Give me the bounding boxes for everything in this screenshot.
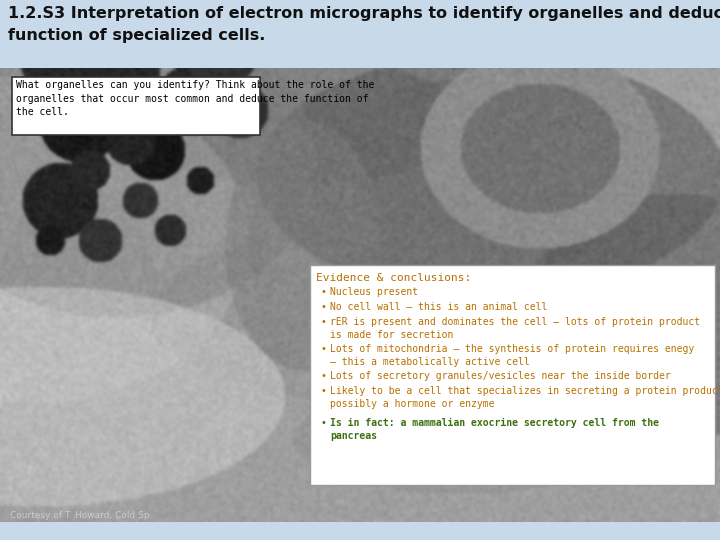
Text: •: • [320,371,326,381]
Text: •: • [320,386,326,396]
Text: Courtesy of T. Howard, Cold Sp: Courtesy of T. Howard, Cold Sp [10,511,150,520]
Text: Lots of secretory granules/vesicles near the inside border: Lots of secretory granules/vesicles near… [330,371,671,381]
FancyBboxPatch shape [0,0,720,68]
FancyBboxPatch shape [12,77,260,135]
Text: Nucleus present: Nucleus present [330,287,418,297]
Text: rER is present and dominates the cell – lots of protein product
is made for secr: rER is present and dominates the cell – … [330,317,700,340]
Text: Evidence & conclusions:: Evidence & conclusions: [316,273,472,283]
Text: function of specialized cells.: function of specialized cells. [8,28,266,43]
Text: •: • [320,287,326,297]
Text: No cell wall – this is an animal cell: No cell wall – this is an animal cell [330,302,547,312]
Text: •: • [320,302,326,312]
Text: •: • [320,317,326,327]
Text: Is in fact: a mammalian exocrine secretory cell from the
pancreas: Is in fact: a mammalian exocrine secreto… [330,418,659,441]
Text: What organelles can you identify? Think about the role of the
organelles that oc: What organelles can you identify? Think … [16,80,374,117]
FancyBboxPatch shape [310,265,715,485]
Text: Likely to be a cell that specializes in secreting a protein product,
possibly a : Likely to be a cell that specializes in … [330,386,720,409]
Text: •: • [320,344,326,354]
Text: Lots of mitochondria – the synthesis of protein requires enegy
– this a metaboli: Lots of mitochondria – the synthesis of … [330,344,694,367]
Text: •: • [320,418,326,428]
Text: 1.2.S3 Interpretation of electron micrographs to identify organelles and deduce : 1.2.S3 Interpretation of electron microg… [8,6,720,21]
